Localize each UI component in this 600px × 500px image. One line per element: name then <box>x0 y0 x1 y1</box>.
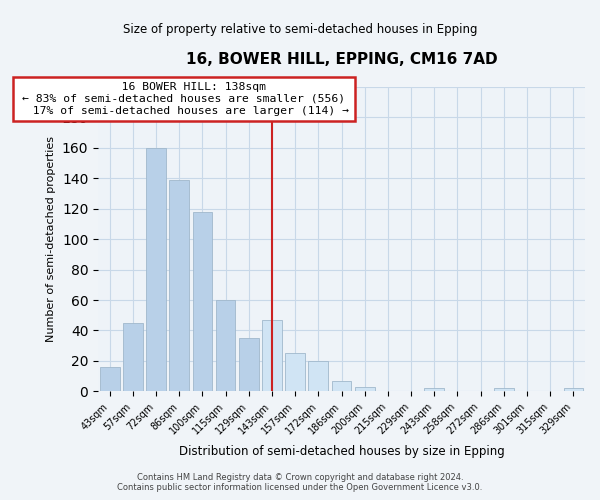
Bar <box>424 388 444 392</box>
Text: Contains HM Land Registry data © Crown copyright and database right 2024.
Contai: Contains HM Land Registry data © Crown c… <box>118 473 482 492</box>
Text: Size of property relative to semi-detached houses in Epping: Size of property relative to semi-detach… <box>123 22 477 36</box>
Y-axis label: Number of semi-detached properties: Number of semi-detached properties <box>46 136 56 342</box>
Text: 16 BOWER HILL: 138sqm
← 83% of semi-detached houses are smaller (556)
  17% of s: 16 BOWER HILL: 138sqm ← 83% of semi-deta… <box>19 82 349 116</box>
Bar <box>286 354 305 392</box>
Bar <box>100 367 119 392</box>
X-axis label: Distribution of semi-detached houses by size in Epping: Distribution of semi-detached houses by … <box>179 444 505 458</box>
Bar <box>563 388 583 392</box>
Bar <box>355 387 374 392</box>
Bar <box>216 300 235 392</box>
Title: 16, BOWER HILL, EPPING, CM16 7AD: 16, BOWER HILL, EPPING, CM16 7AD <box>186 52 497 68</box>
Bar <box>193 212 212 392</box>
Bar <box>239 338 259 392</box>
Bar <box>262 320 282 392</box>
Bar <box>169 180 189 392</box>
Bar <box>494 388 514 392</box>
Bar <box>146 148 166 392</box>
Bar <box>332 381 352 392</box>
Bar <box>123 323 143 392</box>
Bar <box>308 361 328 392</box>
